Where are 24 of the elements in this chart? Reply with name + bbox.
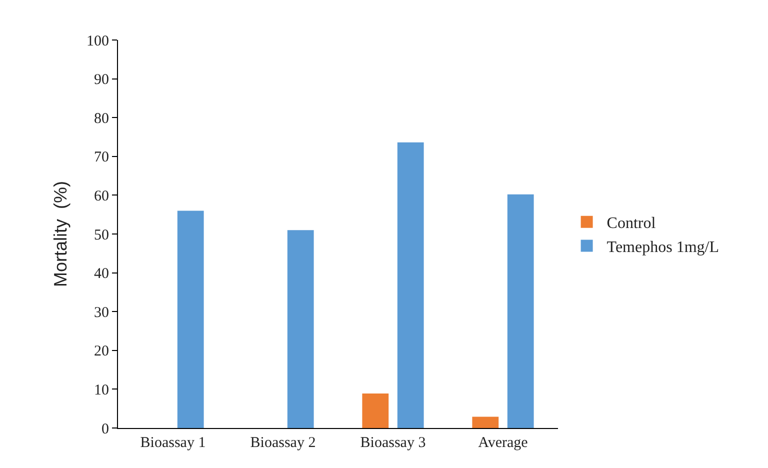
y-tick-label: 70 [94,150,109,166]
x-tick-label: Bioassay 3 [360,435,426,451]
y-tick-label: 0 [102,421,109,438]
bar [362,393,389,428]
legend-label: Control [606,215,656,232]
y-tick-label: 50 [94,227,109,244]
x-tick-label: Average [478,435,528,451]
bar [397,142,424,428]
bar [287,230,314,428]
y-tick-label: 40 [94,266,109,282]
y-tick-label: 100 [86,33,109,50]
y-tick-label: 30 [94,304,109,321]
x-tick-label: Bioassay 1 [140,435,206,451]
bar [507,194,534,428]
legend-label: Temephos 1mg/L [606,238,720,256]
y-tick-label: 10 [94,382,109,398]
y-tick-label: 80 [94,110,109,127]
bar [177,210,204,428]
bar [472,416,499,428]
y-axis-title: Mortality (%) [50,180,71,288]
y-tick-label: 20 [94,344,109,360]
y-tick-label: 60 [94,188,109,204]
y-tick-label: 90 [94,72,109,88]
x-tick-label: Bioassay 2 [250,435,316,451]
